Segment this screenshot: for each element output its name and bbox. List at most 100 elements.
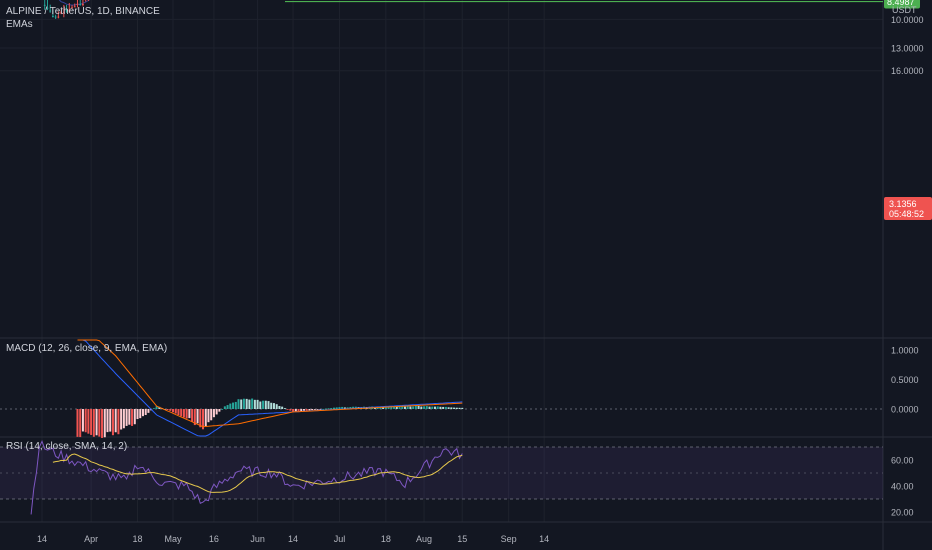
horizontal-levels[interactable]: 8.49876.62344.86794.0230 xyxy=(0,0,920,9)
macd-histogram-bar xyxy=(171,409,174,413)
macd-histogram-bar xyxy=(311,409,314,411)
macd-histogram-bar xyxy=(215,409,218,415)
time-tick-label: 14 xyxy=(288,534,298,544)
rsi-tick-label: 40.00 xyxy=(891,482,914,492)
macd-histogram-bar xyxy=(308,409,311,411)
countdown-label: 05:48:52 xyxy=(889,209,924,219)
macd-histogram-bar xyxy=(406,406,409,409)
macd-histogram-bar xyxy=(322,408,325,410)
macd-line xyxy=(77,339,463,437)
macd-histogram-bar xyxy=(401,406,404,409)
macd-histogram-bar xyxy=(152,408,155,410)
candle-body xyxy=(43,4,46,6)
macd-histogram-bar xyxy=(333,407,336,409)
price-tick-label: 10.0000 xyxy=(891,15,924,25)
macd-histogram-bar xyxy=(122,409,125,429)
candle-body xyxy=(49,10,52,12)
macd-histogram-bar xyxy=(133,409,136,425)
time-tick-label: 15 xyxy=(457,534,467,544)
macd-histogram-bar xyxy=(128,409,131,425)
macd-histogram-bar xyxy=(395,406,398,409)
rsi-tick-label: 20.00 xyxy=(891,508,914,518)
rsi-tick-label: 60.00 xyxy=(891,456,914,466)
macd-histogram-bar xyxy=(313,409,316,410)
macd-histogram-bar xyxy=(297,409,300,412)
macd-histogram-bar xyxy=(210,409,213,421)
macd-histogram-bar xyxy=(111,409,114,436)
macd-signal-line xyxy=(77,339,463,428)
candle-body xyxy=(73,6,76,8)
macd-histogram-bar xyxy=(264,400,267,409)
macd-histogram-bar xyxy=(393,406,396,409)
macd-histogram-bar xyxy=(272,403,275,409)
macd-histogram-bar xyxy=(444,406,447,409)
macd-histogram-bar xyxy=(461,407,464,409)
macd-histogram-bar xyxy=(125,409,128,426)
macd-histogram-bar xyxy=(431,406,434,409)
macd-histogram-bar xyxy=(147,409,150,413)
macd-histogram-bar xyxy=(101,409,104,438)
candle-body xyxy=(52,15,54,17)
time-tick-label: 14 xyxy=(37,534,47,544)
candle-body xyxy=(79,4,82,6)
macd-label: MACD (12, 26, close, 9, EMA, EMA) xyxy=(6,343,167,354)
macd-histogram-bar xyxy=(136,409,139,420)
macd-histogram-bar xyxy=(182,409,185,418)
candle-body xyxy=(57,16,60,18)
macd-histogram-bar xyxy=(352,406,355,409)
macd-histogram-bar xyxy=(267,401,270,409)
macd-histogram-bar xyxy=(90,409,93,435)
quote-currency: USDT xyxy=(892,5,917,15)
macd-histogram-bar xyxy=(409,406,412,409)
candle-body xyxy=(76,3,79,5)
time-tick-label: Jul xyxy=(334,534,346,544)
macd-histogram-bar xyxy=(300,409,303,412)
macd-histogram-bar xyxy=(256,399,259,409)
macd-histogram-bar xyxy=(275,404,278,409)
macd-histogram-bar xyxy=(390,406,393,409)
macd-histogram-bar xyxy=(234,401,237,409)
macd-histogram-bar xyxy=(403,406,406,409)
macd-histogram-bar xyxy=(281,406,284,409)
macd-histogram-bar xyxy=(139,409,142,419)
price-tick-label: 16.0000 xyxy=(891,66,924,76)
macd-histogram-bar xyxy=(447,407,450,409)
macd-histogram-bar xyxy=(84,409,87,433)
macd-histogram-bar xyxy=(384,406,387,409)
macd-histogram-bar xyxy=(204,409,207,427)
macd-histogram-bar xyxy=(177,409,180,416)
macd-histogram-bar xyxy=(278,405,281,409)
macd-histogram-bar xyxy=(423,406,426,409)
macd-histogram-bar xyxy=(98,409,101,437)
macd-histogram-bar xyxy=(218,409,221,412)
time-tick-label: 16 xyxy=(209,534,219,544)
time-tick-label: May xyxy=(164,534,182,544)
macd-histogram-bar xyxy=(436,406,439,409)
macd-histogram-bar xyxy=(79,409,82,438)
macd-histogram-bar xyxy=(92,409,95,437)
macd-histogram-bar xyxy=(259,401,262,409)
macd-histogram-bar xyxy=(417,405,420,409)
macd-histogram-bar xyxy=(425,406,428,409)
macd-histogram-bar xyxy=(414,405,417,409)
candle-body xyxy=(54,16,57,18)
macd-histogram-bar xyxy=(294,409,297,412)
price-tick-label: 13.0000 xyxy=(891,44,924,54)
macd-histogram-bar xyxy=(120,409,123,430)
rsi-panel xyxy=(0,439,883,515)
macd-histogram-bar xyxy=(302,409,305,411)
time-tick-label: Jun xyxy=(250,534,265,544)
macd-histogram-bar xyxy=(398,406,401,409)
macd-histogram-bar xyxy=(324,408,327,410)
candles xyxy=(41,0,89,19)
candle-body xyxy=(71,7,73,9)
macd-histogram-bar xyxy=(174,409,177,414)
macd-histogram-bar xyxy=(76,409,79,437)
rsi-line xyxy=(30,439,463,515)
macd-histogram-bar xyxy=(109,409,112,432)
candle-body xyxy=(68,10,71,12)
macd-histogram-bar xyxy=(155,406,158,409)
macd-histogram-bar xyxy=(242,398,245,409)
